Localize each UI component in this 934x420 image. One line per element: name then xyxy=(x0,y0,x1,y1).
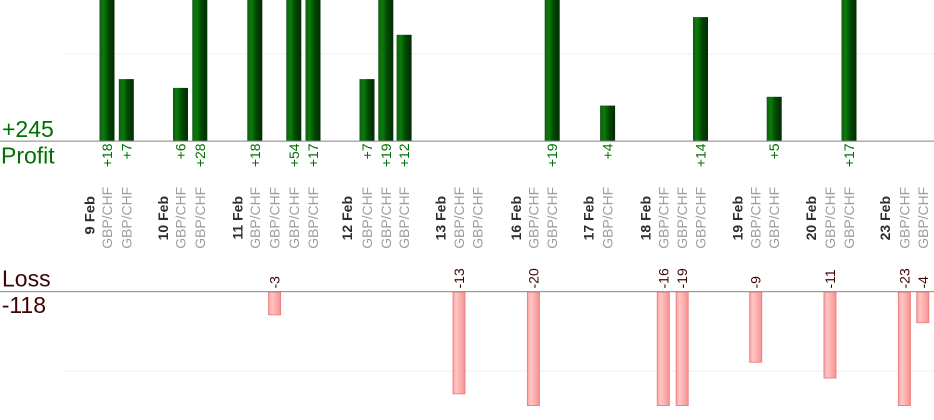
svg-text:GBP/CHF: GBP/CHF xyxy=(600,187,616,249)
svg-text:+18: +18 xyxy=(99,143,115,167)
svg-text:GBP/CHF: GBP/CHF xyxy=(247,187,263,249)
svg-text:GBP/CHF: GBP/CHF xyxy=(822,187,838,249)
svg-text:-19: -19 xyxy=(674,268,690,288)
svg-text:-23: -23 xyxy=(896,268,912,288)
svg-text:19 Feb: 19 Feb xyxy=(730,196,746,240)
svg-text:GBP/CHF: GBP/CHF xyxy=(896,187,912,249)
svg-text:20 Feb: 20 Feb xyxy=(803,196,819,240)
svg-text:+5: +5 xyxy=(766,143,782,159)
svg-text:GBP/CHF: GBP/CHF xyxy=(305,187,321,249)
svg-text:9 Feb: 9 Feb xyxy=(81,196,97,235)
svg-text:GBP/CHF: GBP/CHF xyxy=(674,187,690,249)
svg-text:Profit: Profit xyxy=(1,142,55,168)
svg-text:+7: +7 xyxy=(359,143,375,159)
svg-text:+14: +14 xyxy=(693,143,709,167)
svg-text:16 Feb: 16 Feb xyxy=(508,196,524,240)
svg-text:GBP/CHF: GBP/CHF xyxy=(118,187,134,249)
svg-text:GBP/CHF: GBP/CHF xyxy=(525,187,541,249)
svg-text:+19: +19 xyxy=(378,143,394,167)
svg-text:17 Feb: 17 Feb xyxy=(580,196,596,240)
svg-text:GBP/CHF: GBP/CHF xyxy=(766,187,782,249)
svg-text:12 Feb: 12 Feb xyxy=(339,196,355,240)
svg-text:GBP/CHF: GBP/CHF xyxy=(192,187,208,249)
svg-text:+12: +12 xyxy=(396,143,412,167)
svg-text:+17: +17 xyxy=(841,143,857,167)
svg-text:GBP/CHF: GBP/CHF xyxy=(469,187,485,249)
svg-text:-4: -4 xyxy=(915,276,931,289)
svg-text:GBP/CHF: GBP/CHF xyxy=(359,187,375,249)
svg-text:+17: +17 xyxy=(305,143,321,167)
svg-text:GBP/CHF: GBP/CHF xyxy=(748,187,764,249)
svg-text:+6: +6 xyxy=(173,143,189,159)
svg-text:GBP/CHF: GBP/CHF xyxy=(378,187,394,249)
svg-text:+4: +4 xyxy=(600,143,616,159)
svg-text:Loss: Loss xyxy=(2,266,51,292)
svg-text:GBP/CHF: GBP/CHF xyxy=(99,187,115,249)
svg-text:-16: -16 xyxy=(655,268,671,288)
svg-text:GBP/CHF: GBP/CHF xyxy=(693,187,709,249)
svg-text:13 Feb: 13 Feb xyxy=(433,196,449,240)
svg-text:11 Feb: 11 Feb xyxy=(230,196,246,240)
svg-text:-3: -3 xyxy=(267,276,283,289)
svg-text:GBP/CHF: GBP/CHF xyxy=(173,187,189,249)
svg-text:GBP/CHF: GBP/CHF xyxy=(286,187,302,249)
svg-text:GBP/CHF: GBP/CHF xyxy=(915,187,931,249)
svg-text:+54: +54 xyxy=(286,143,302,167)
svg-text:GBP/CHF: GBP/CHF xyxy=(544,187,560,249)
svg-text:+7: +7 xyxy=(118,143,134,159)
svg-text:GBP/CHF: GBP/CHF xyxy=(451,187,467,249)
svg-text:-20: -20 xyxy=(525,268,541,288)
svg-text:+18: +18 xyxy=(247,143,263,167)
svg-text:-118: -118 xyxy=(2,292,46,318)
svg-text:18 Feb: 18 Feb xyxy=(637,196,653,240)
svg-text:GBP/CHF: GBP/CHF xyxy=(841,187,857,249)
svg-text:23 Feb: 23 Feb xyxy=(877,196,893,240)
svg-text:GBP/CHF: GBP/CHF xyxy=(267,187,283,249)
svg-text:GBP/CHF: GBP/CHF xyxy=(655,187,671,249)
svg-text:-9: -9 xyxy=(748,276,764,289)
svg-text:-11: -11 xyxy=(822,269,838,288)
svg-text:+19: +19 xyxy=(544,143,560,167)
svg-text:10 Feb: 10 Feb xyxy=(155,196,171,240)
svg-text:+245: +245 xyxy=(2,116,54,142)
svg-text:-13: -13 xyxy=(451,268,467,288)
svg-text:GBP/CHF: GBP/CHF xyxy=(396,187,412,249)
svg-text:+28: +28 xyxy=(192,143,208,167)
